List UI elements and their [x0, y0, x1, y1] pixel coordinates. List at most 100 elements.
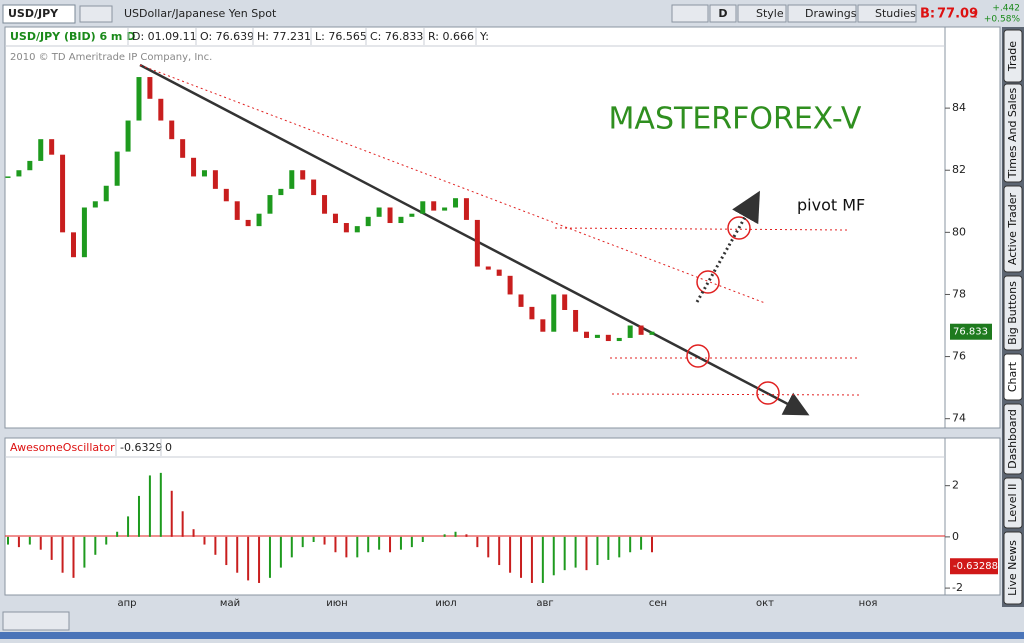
period-button[interactable] — [709, 4, 737, 23]
side-tab[interactable] — [1003, 29, 1023, 83]
zoom-tools[interactable] — [2, 611, 70, 631]
side-tab-label: Level II — [1006, 483, 1019, 522]
candle — [638, 325, 644, 335]
candle — [278, 188, 284, 196]
candle — [191, 157, 197, 177]
candle — [81, 207, 87, 258]
side-tab[interactable] — [1003, 185, 1023, 273]
bid-label: B: — [920, 7, 935, 22]
oscillator-value: -0.6329 — [120, 441, 162, 454]
info-date: D: 01.09.11 — [132, 30, 197, 43]
pivot-label: pivot MF — [797, 196, 865, 215]
description: USDollar/Japanese Yen Spot — [124, 7, 277, 20]
candle — [300, 170, 306, 180]
candle — [551, 294, 557, 332]
candle — [442, 207, 448, 211]
candle — [169, 120, 175, 140]
candle — [496, 269, 502, 276]
candle — [234, 201, 240, 220]
marker-circle — [756, 381, 780, 405]
x-tick-label: сен — [649, 598, 667, 609]
info-low: L: 76.565 — [315, 30, 367, 43]
side-tab[interactable] — [1003, 83, 1023, 183]
tool-button[interactable] — [671, 4, 709, 23]
candle — [518, 294, 524, 307]
candle — [267, 195, 273, 214]
candle — [125, 120, 131, 152]
side-tab-label: Dashboard — [1006, 409, 1019, 469]
price-panel — [4, 26, 1001, 429]
candle — [256, 213, 262, 227]
studies: Studies — [875, 7, 916, 20]
info-open: O: 76.639 — [200, 30, 254, 43]
side-tab[interactable] — [1003, 275, 1023, 351]
marker-circle — [686, 344, 710, 368]
y-tick-label: 74 — [952, 412, 966, 425]
price-tag — [950, 323, 992, 340]
side-tab-label: Live News — [1006, 540, 1019, 596]
info-range: R: 0.666 — [428, 30, 474, 43]
candle — [365, 216, 371, 227]
candle — [627, 325, 633, 338]
y-tick-label: 84 — [952, 101, 966, 114]
candle — [387, 207, 393, 224]
candle — [103, 185, 109, 202]
candle — [354, 226, 360, 233]
oscillator-panel — [4, 437, 1001, 596]
style-button[interactable] — [737, 4, 787, 23]
side-tab-label: Times And Sales — [1006, 88, 1019, 180]
x-tick-label: июн — [326, 598, 347, 609]
candle — [201, 170, 207, 177]
oscillator-tag — [950, 558, 998, 575]
change-pct: +0.58% — [984, 15, 1021, 25]
candle — [594, 334, 600, 338]
candle — [38, 139, 44, 161]
drawings-button[interactable] — [787, 4, 857, 23]
drawings — [139, 63, 861, 416]
candle — [376, 207, 382, 217]
candle — [584, 331, 590, 338]
candle — [27, 160, 33, 171]
side-tab[interactable] — [1003, 353, 1023, 401]
candle — [463, 198, 469, 220]
y-tick-label: 2 — [952, 479, 959, 492]
candle — [540, 319, 546, 332]
candle — [114, 151, 120, 186]
style: Style — [756, 7, 784, 20]
symbol: USD/JPY — [8, 7, 59, 20]
status-bar — [0, 632, 1024, 639]
period: D — [718, 7, 727, 20]
symbol-buttons[interactable] — [79, 5, 113, 23]
symbol-box[interactable] — [2, 4, 76, 24]
info-high: H: 77.231 — [257, 30, 311, 43]
candle — [409, 213, 415, 217]
studies-button[interactable] — [857, 4, 917, 23]
side-tab[interactable] — [1003, 531, 1023, 605]
x-tick-label: апр — [117, 598, 136, 609]
candle — [311, 179, 317, 196]
drawings: Drawings — [805, 7, 857, 20]
pivot-line — [554, 227, 849, 231]
side-tab[interactable] — [1003, 403, 1023, 475]
candle — [16, 170, 22, 177]
oscillator-tag-text: -0.63288 — [953, 561, 998, 572]
pivot-arrow — [695, 190, 760, 303]
y-tick-label: 78 — [952, 287, 966, 300]
x-tick-label: окт — [756, 598, 774, 609]
side-tab-label: Chart — [1006, 361, 1019, 392]
watermark: MASTERFOREX-V — [609, 102, 862, 137]
channel-line — [139, 64, 766, 304]
x-tick-label: ноя — [859, 598, 878, 609]
side-tab-label: Big Buttons — [1006, 281, 1019, 345]
candle — [616, 337, 622, 342]
candle — [485, 266, 491, 270]
y-tick-label: 0 — [952, 530, 959, 543]
side-tab[interactable] — [1003, 477, 1023, 529]
candle — [147, 77, 153, 99]
copyright: 2010 © TD Ameritrade IP Company, Inc. — [10, 52, 212, 63]
candle — [289, 170, 295, 189]
candle — [453, 198, 459, 208]
candle — [60, 154, 66, 233]
candle — [212, 170, 218, 189]
